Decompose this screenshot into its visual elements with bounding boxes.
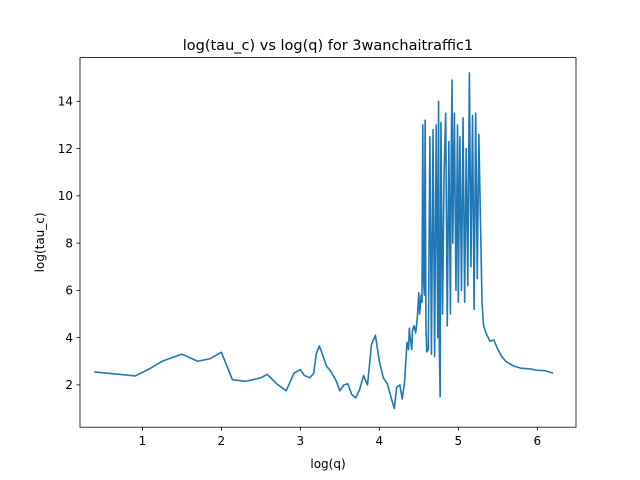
y-tick-label: 2 bbox=[65, 378, 73, 392]
x-tick-label: 5 bbox=[454, 434, 462, 448]
y-axis: 2 4 6 8 10 12 14 bbox=[58, 95, 80, 392]
x-axis: 1 2 3 4 5 6 bbox=[139, 427, 541, 448]
plot-area bbox=[94, 72, 554, 410]
x-tick-label: 6 bbox=[533, 434, 541, 448]
x-tick-label: 4 bbox=[376, 434, 384, 448]
y-tick-label: 14 bbox=[58, 95, 73, 109]
series-line-0 bbox=[94, 72, 554, 410]
x-axis-label: log(q) bbox=[310, 457, 345, 471]
x-tick-label: 1 bbox=[139, 434, 147, 448]
y-tick-label: 6 bbox=[65, 284, 73, 298]
x-tick-label: 2 bbox=[218, 434, 226, 448]
y-axis-label: log(tau_c) bbox=[33, 212, 47, 272]
chart-title: log(tau_c) vs log(q) for 3wanchaitraffic… bbox=[183, 38, 474, 54]
y-tick-label: 10 bbox=[58, 189, 73, 203]
y-tick-label: 4 bbox=[65, 331, 73, 345]
x-tick-label: 3 bbox=[297, 434, 305, 448]
y-tick-label: 8 bbox=[65, 236, 73, 250]
y-tick-label: 12 bbox=[58, 142, 73, 156]
axes-frame bbox=[79, 57, 577, 428]
